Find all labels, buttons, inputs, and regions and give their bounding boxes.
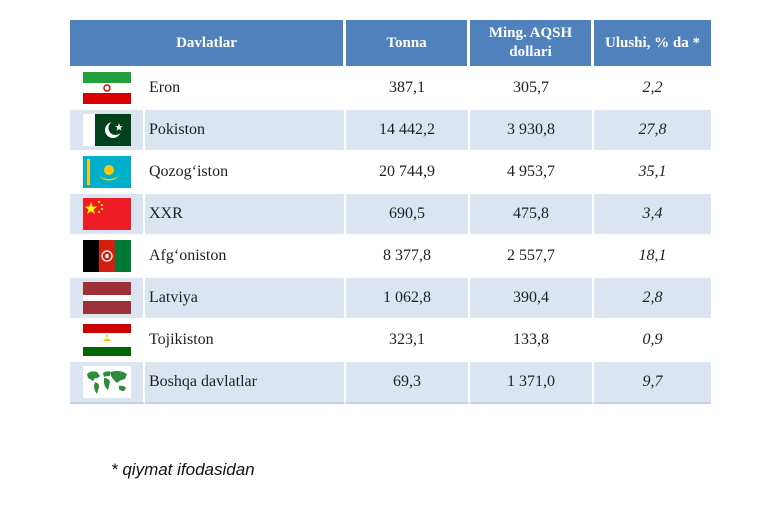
value-cell: 1 371,0 <box>470 362 595 404</box>
tonnes-cell: 1 062,8 <box>346 278 471 320</box>
kazakhstan-flag-icon <box>82 156 131 188</box>
share-cell: 27,8 <box>594 110 712 152</box>
share-cell: 35,1 <box>594 152 712 194</box>
header-share: Ulushi, % da * <box>594 20 712 68</box>
latvia-flag-icon <box>82 282 131 314</box>
footnote: * qiymat ifodasidan <box>111 460 255 479</box>
country-name: Pokiston <box>145 110 347 152</box>
header-tonnes: Tonna <box>346 20 471 68</box>
afghanistan-flag-icon <box>82 240 131 272</box>
tonnes-cell: 20 744,9 <box>346 152 471 194</box>
country-name: Qozog‘iston <box>145 152 347 194</box>
table-row: XXR 690,5 475,8 3,4 <box>70 194 712 236</box>
tonnes-cell: 14 442,2 <box>346 110 471 152</box>
country-name: Latviya <box>145 278 347 320</box>
table-row: Latviya 1 062,8 390,4 2,8 <box>70 278 712 320</box>
value-cell: 390,4 <box>470 278 595 320</box>
table-row: Afg‘oniston 8 377,8 2 557,7 18,1 <box>70 236 712 278</box>
share-cell: 9,7 <box>594 362 712 404</box>
country-name: Boshqa davlatlar <box>145 362 347 404</box>
value-cell: 133,8 <box>470 320 595 362</box>
country-name: Afg‘oniston <box>145 236 347 278</box>
share-cell: 3,4 <box>594 194 712 236</box>
country-name: Tojikiston <box>145 320 347 362</box>
table-row: Boshqa davlatlar 69,3 1 371,0 9,7 <box>70 362 712 404</box>
table-row: Tojikiston 323,1 133,8 0,9 <box>70 320 712 362</box>
tonnes-cell: 8 377,8 <box>346 236 471 278</box>
header-country: Davlatlar <box>70 20 347 68</box>
world-map-icon <box>82 366 131 398</box>
value-cell: 4 953,7 <box>470 152 595 194</box>
table-row: Qozog‘iston 20 744,9 4 953,7 35,1 <box>70 152 712 194</box>
country-name: Eron <box>145 68 347 110</box>
value-cell: 2 557,7 <box>470 236 595 278</box>
export-table: Davlatlar Tonna Ming. AQSH dollari Ulush… <box>70 20 712 404</box>
share-cell: 0,9 <box>594 320 712 362</box>
tonnes-cell: 690,5 <box>346 194 471 236</box>
tajikistan-flag-icon <box>82 324 131 356</box>
tonnes-cell: 69,3 <box>346 362 471 404</box>
tonnes-cell: 387,1 <box>346 68 471 110</box>
table-header-row: Davlatlar Tonna Ming. AQSH dollari Ulush… <box>70 20 712 68</box>
share-cell: 2,8 <box>594 278 712 320</box>
tonnes-cell: 323,1 <box>346 320 471 362</box>
value-cell: 475,8 <box>470 194 595 236</box>
share-cell: 2,2 <box>594 68 712 110</box>
iran-flag-icon <box>82 72 131 104</box>
country-name: XXR <box>145 194 347 236</box>
china-flag-icon <box>82 198 131 230</box>
header-value: Ming. AQSH dollari <box>470 20 595 68</box>
share-cell: 18,1 <box>594 236 712 278</box>
pakistan-flag-icon <box>82 114 131 146</box>
table-row: Pokiston 14 442,2 3 930,8 27,8 <box>70 110 712 152</box>
table-row: Eron 387,1 305,7 2,2 <box>70 68 712 110</box>
value-cell: 3 930,8 <box>470 110 595 152</box>
value-cell: 305,7 <box>470 68 595 110</box>
